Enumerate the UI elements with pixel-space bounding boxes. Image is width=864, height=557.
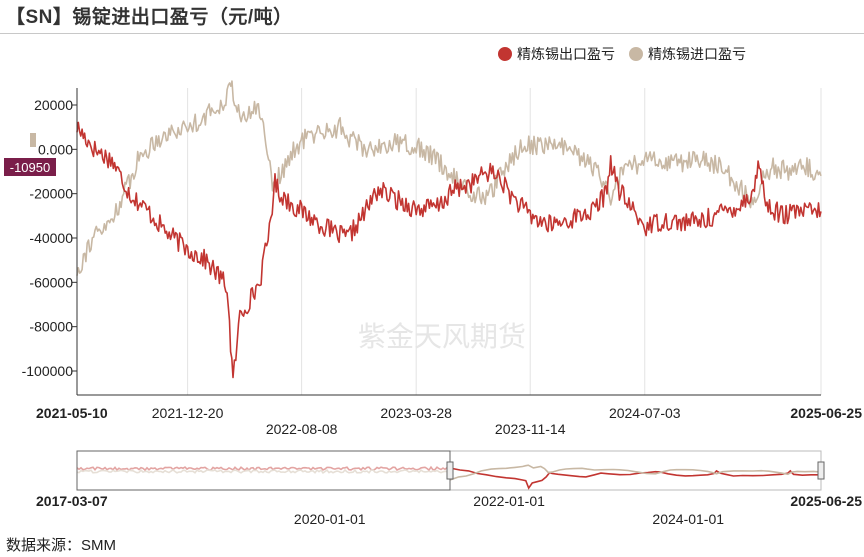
nav-tick-label-top-1: 2022-01-01 — [473, 493, 545, 509]
x-tick-label-top-1: 2021-12-20 — [152, 405, 224, 421]
crosshair-label: -10950 — [4, 158, 56, 176]
data-source: 数据来源：SMM — [6, 537, 116, 554]
y-tick-label-2: -20000 — [29, 186, 73, 202]
y-tick-label-5: -80000 — [29, 319, 73, 335]
legend-label-export: 精炼锡出口盈亏 — [517, 46, 615, 62]
chart-legend: 精炼锡出口盈亏 精炼锡进口盈亏 — [498, 44, 760, 64]
crosshair-label-text: -10950 — [10, 160, 50, 175]
x-tick-label-bottom-1: 2023-11-14 — [495, 421, 566, 437]
nav-tick-label-bottom-1: 2024-01-01 — [652, 511, 724, 527]
nav-tick-label-top-2: 2025-06-25 — [790, 493, 862, 509]
x-tick-label-top-3: 2024-07-03 — [609, 405, 681, 421]
y-tick-label-4: -60000 — [29, 274, 73, 290]
crosshair-label-box — [4, 158, 56, 176]
legend-marker-export — [498, 47, 512, 61]
y-tick-label-0: 20000 — [34, 97, 73, 113]
legend-marker-import — [629, 47, 643, 61]
nav-tick-label-bottom-0: 2020-01-01 — [294, 511, 366, 527]
legend-item-export[interactable]: 精炼锡出口盈亏 — [498, 44, 615, 64]
title-divider — [0, 33, 864, 34]
navigator-ticks: 2017-03-07 2022-01-01 2025-06-25 2020-01-01… — [36, 493, 862, 527]
navigator-selection[interactable] — [76, 450, 451, 491]
y-tick-label-3: -40000 — [29, 230, 73, 246]
x-tick-label-top-4: 2025-06-25 — [790, 405, 862, 421]
chart-title: 【SN】锡锭进出口盈亏（元/吨） — [6, 7, 293, 28]
y-axis-ticks: 20000 0.000 -20000 -40000 -60000 -80000 -10000… — [22, 97, 77, 379]
x-axis-ticks: 2021-05-10 2021-12-20 2023-03-28 2024-07-03… — [36, 405, 862, 437]
y-tick-label-6: -100000 — [22, 363, 74, 379]
grid-lines — [187, 88, 822, 395]
series-line-1 — [76, 80, 822, 276]
series-lines — [76, 80, 822, 379]
legend-item-import[interactable]: 精炼锡进口盈亏 — [629, 44, 746, 64]
crosshair-marker — [30, 133, 36, 147]
y-tick-label-1: 0.000 — [38, 141, 73, 157]
legend-label-import: 精炼锡进口盈亏 — [648, 46, 746, 62]
x-tick-label-top-2: 2023-03-28 — [380, 405, 452, 421]
x-tick-label-bottom-0: 2022-08-08 — [266, 421, 338, 437]
nav-tick-label-top-0: 2017-03-07 — [36, 493, 108, 509]
watermark: 紫金天风期货 — [358, 321, 526, 352]
navigator-handle-left[interactable] — [446, 461, 454, 480]
x-tick-label-top-0: 2021-05-10 — [36, 405, 108, 421]
range-navigator[interactable]: 2017-03-07 2022-01-01 2025-06-25 2020-01-01… — [36, 450, 862, 527]
navigator-handle-right[interactable] — [817, 461, 825, 480]
series-line-0 — [76, 121, 822, 379]
